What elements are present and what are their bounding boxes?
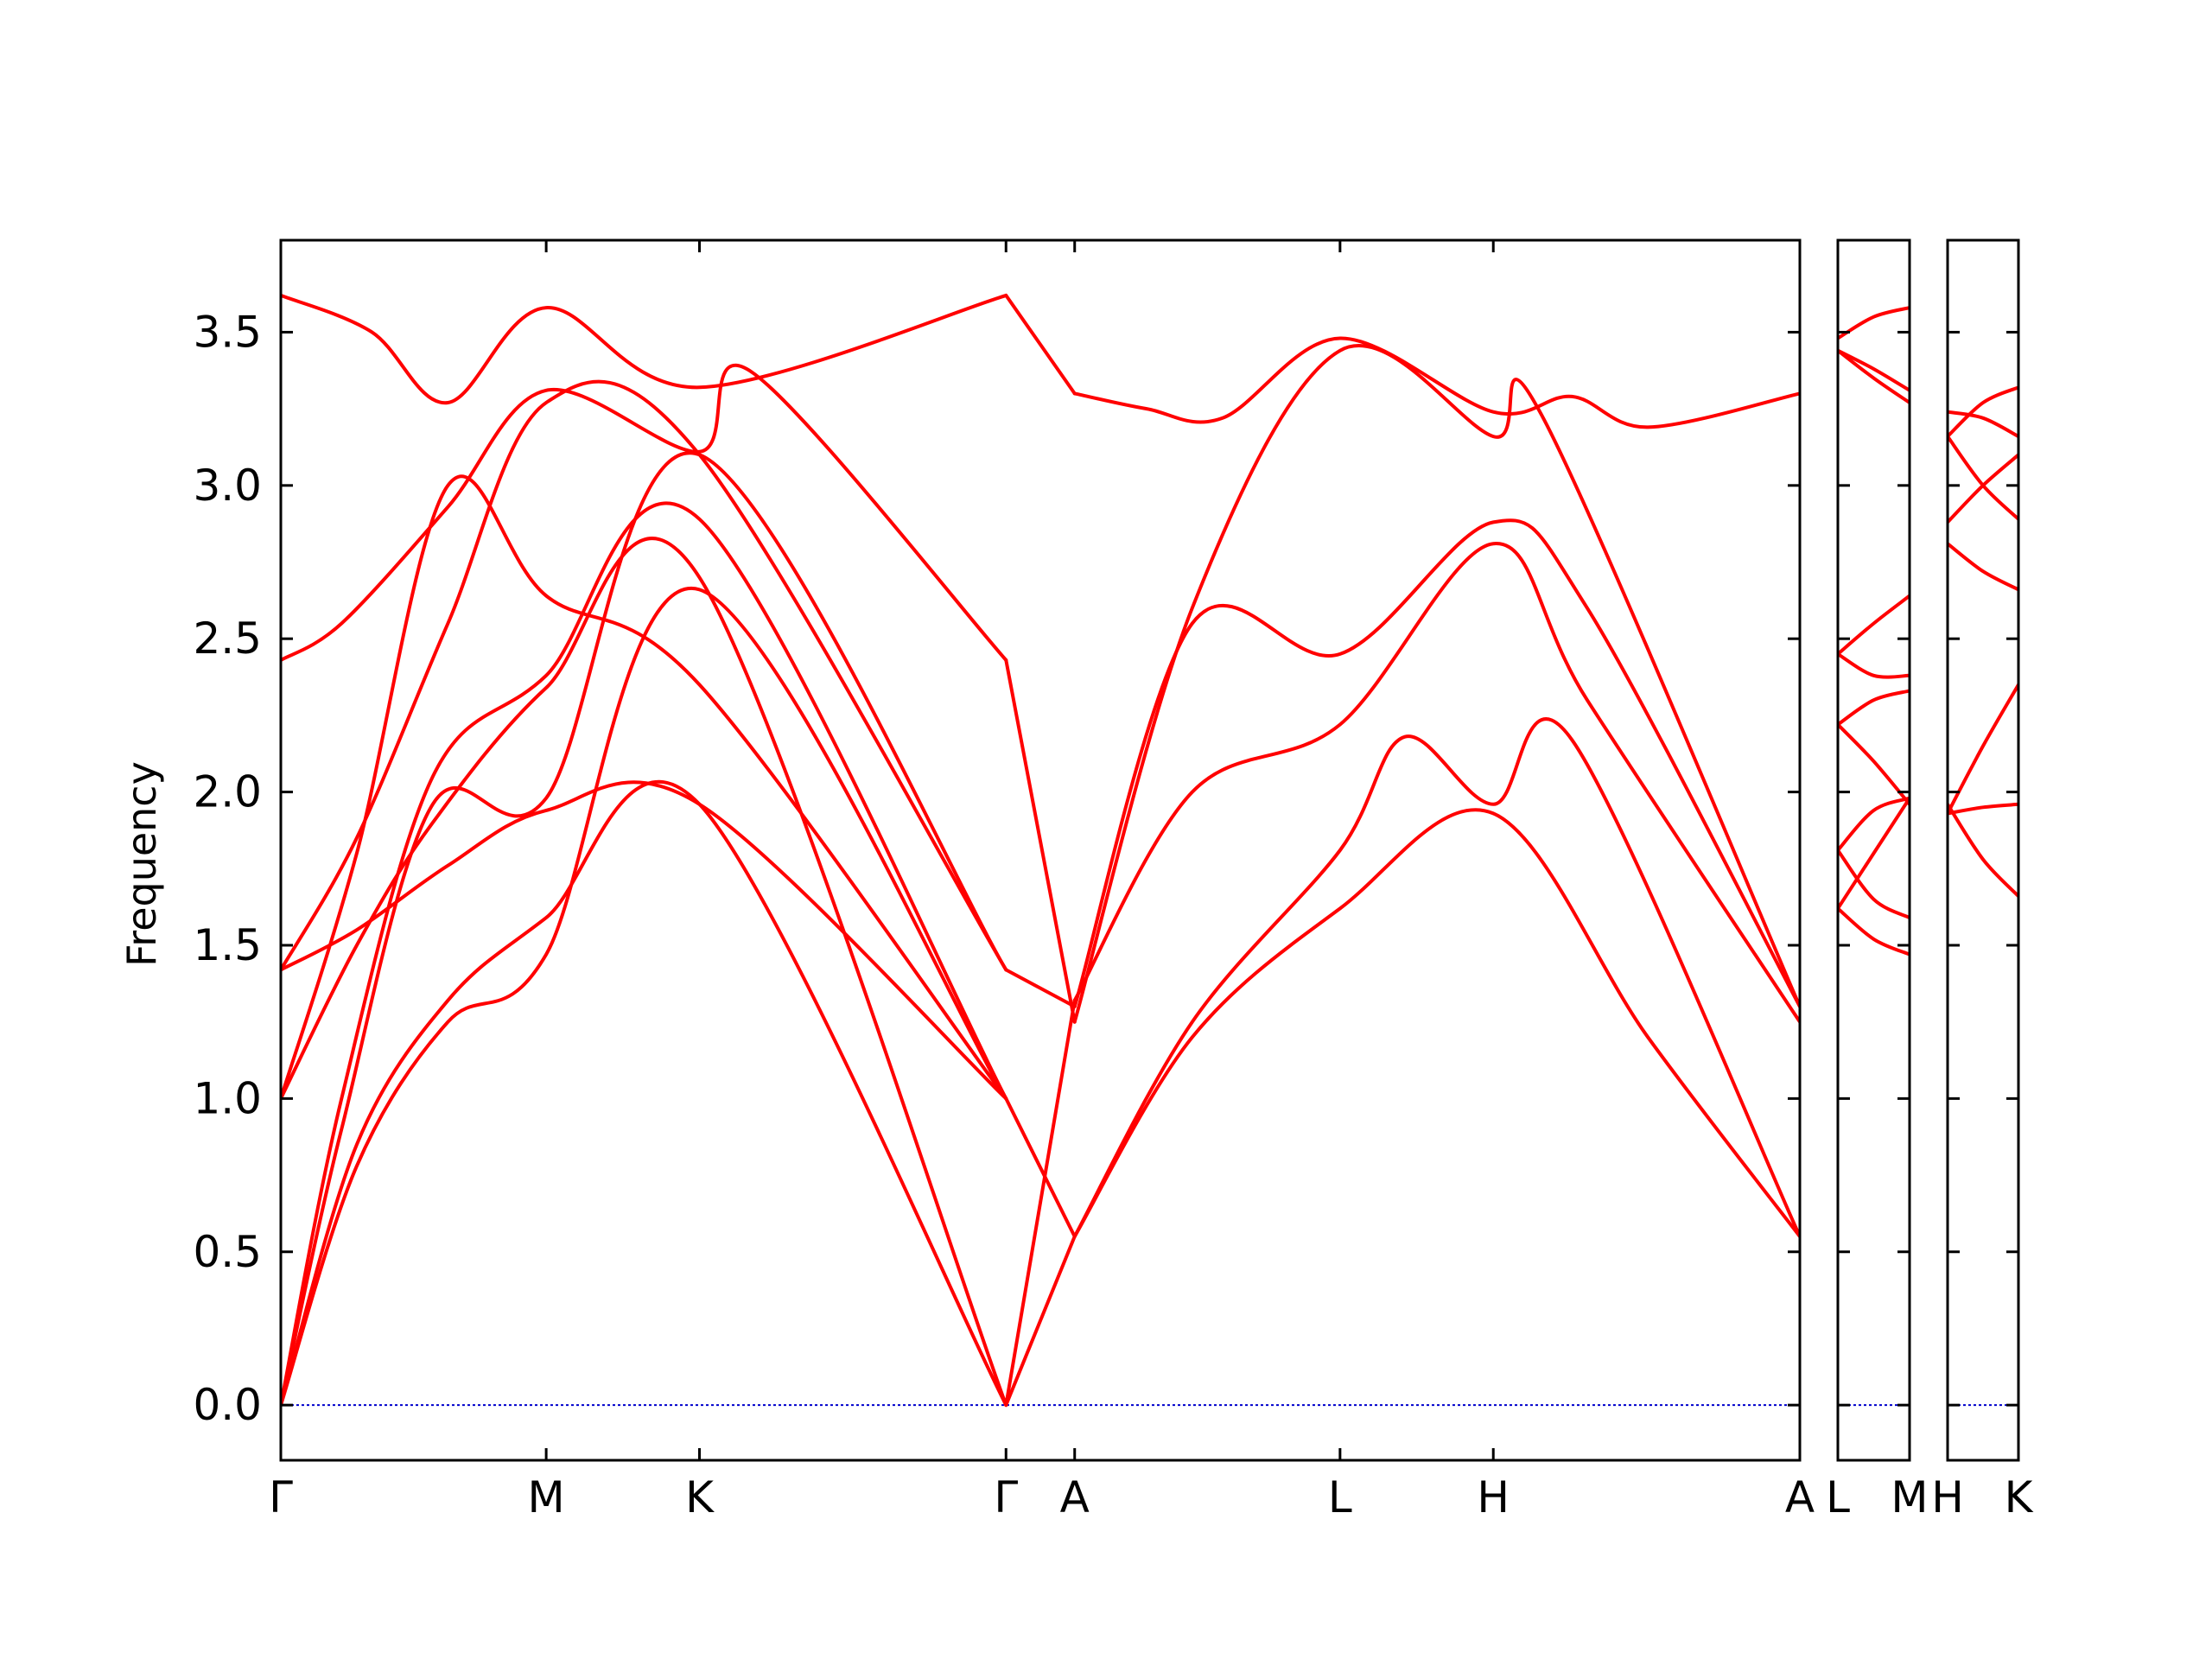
panel-frame — [1836, 238, 1911, 1462]
y-tick-label: 2.0 — [193, 767, 262, 817]
band-line-15 — [1004, 998, 1077, 1408]
y-tick-label: 3.0 — [193, 461, 262, 511]
band-line-10 — [1838, 796, 1910, 911]
x-tick-label: H — [1477, 1472, 1510, 1522]
band-line-1 — [1948, 410, 2018, 439]
x-tick-label: Γ — [269, 1472, 293, 1522]
band-line-22 — [1072, 808, 1800, 1238]
band-line-8 — [1948, 802, 2018, 899]
y-tick-label: 0.5 — [193, 1227, 262, 1277]
band-line-7 — [1948, 802, 2018, 816]
band-line-5 — [281, 501, 1008, 1408]
band-series-group — [1838, 306, 1910, 957]
plot-layer: 0.00.51.01.52.02.53.03.5Γ M K Γ A L H A L M H K — [193, 238, 2034, 1522]
panel-frame — [279, 238, 1802, 1462]
band-line-7 — [281, 451, 1008, 1408]
y-tick-label: 1.5 — [193, 920, 262, 970]
band-line-7 — [1838, 722, 1910, 806]
x-tick-label: K — [2005, 1472, 2034, 1522]
band-line-4 — [1948, 453, 2018, 524]
band-line-11 — [1838, 906, 1910, 957]
panel-1: 0.00.51.01.52.02.53.03.5Γ M K Γ A L H A — [193, 238, 1815, 1522]
band-line-14 — [1004, 1096, 1077, 1238]
band-line-13 — [1004, 968, 1077, 1008]
band-line-3 — [281, 379, 1008, 972]
band-line-21 — [1072, 717, 1800, 1238]
band-line-1 — [281, 293, 1008, 405]
band-series-group — [1948, 385, 2018, 899]
band-line-1 — [1838, 306, 1910, 340]
x-tick-label: L — [1328, 1472, 1352, 1522]
y-tick-label: 3.5 — [193, 307, 262, 357]
x-tick-label: Γ — [994, 1472, 1018, 1522]
band-line-5 — [1948, 542, 2018, 592]
band-line-18 — [1072, 343, 1800, 1024]
band-line-11 — [1004, 293, 1077, 396]
band-line-16 — [1004, 1235, 1077, 1408]
band-line-2 — [281, 363, 1008, 662]
band-line-9 — [281, 779, 1008, 1408]
band-line-4 — [281, 474, 1008, 1101]
band-line-17 — [1072, 336, 1800, 429]
band-line-3 — [1948, 435, 2018, 521]
band-line-6 — [281, 537, 1008, 1408]
band-line-6 — [1948, 683, 2018, 816]
band-line-6 — [1838, 689, 1910, 727]
x-tick-label: L — [1826, 1472, 1850, 1522]
band-line-20 — [1072, 542, 1800, 1024]
band-line-12 — [1004, 658, 1077, 1024]
panel-frame — [1946, 238, 2020, 1462]
band-line-10 — [281, 586, 1008, 1408]
y-axis-label: Frequency — [118, 761, 165, 967]
x-tick-label: A — [1060, 1472, 1090, 1522]
y-tick-label: 0.0 — [193, 1380, 262, 1430]
band-line-8 — [281, 780, 1008, 1101]
band-line-2 — [1838, 348, 1910, 392]
band-line-8 — [1838, 796, 1910, 852]
band-line-19 — [1072, 518, 1800, 1008]
y-tick-label: 2.5 — [193, 613, 262, 664]
x-tick-label: K — [685, 1472, 715, 1522]
band-line-2 — [1948, 385, 2018, 439]
band-series-group — [281, 293, 1800, 1408]
x-tick-label: A — [1785, 1472, 1815, 1522]
band-line-3 — [1838, 348, 1910, 404]
x-tick-label: H — [1931, 1472, 1964, 1522]
band-line-4 — [1838, 594, 1910, 656]
x-tick-label: M — [528, 1472, 565, 1522]
band-line-9 — [1838, 849, 1910, 920]
y-tick-label: 1.0 — [193, 1073, 262, 1123]
x-tick-label: M — [1891, 1472, 1928, 1522]
band-line-5 — [1838, 652, 1910, 679]
